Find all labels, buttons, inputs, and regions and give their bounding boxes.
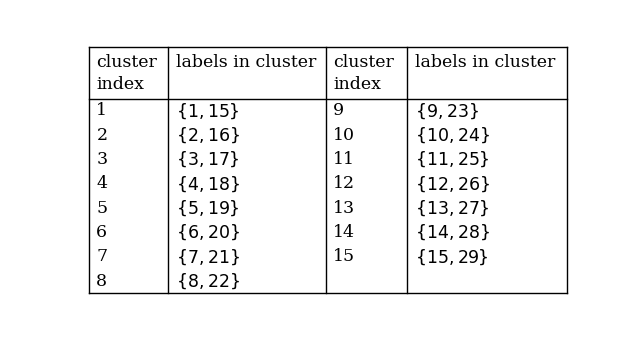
Text: 1: 1 xyxy=(97,102,108,120)
Text: labels in cluster: labels in cluster xyxy=(415,54,555,71)
Text: 7: 7 xyxy=(97,248,108,266)
Text: $\{4, 18\}$: $\{4, 18\}$ xyxy=(176,174,239,194)
Text: index: index xyxy=(333,76,381,93)
Text: 13: 13 xyxy=(333,200,355,217)
Text: $\{6, 20\}$: $\{6, 20\}$ xyxy=(176,223,239,242)
Text: $\{14, 28\}$: $\{14, 28\}$ xyxy=(415,223,490,242)
Text: $\{8, 22\}$: $\{8, 22\}$ xyxy=(176,272,239,291)
Text: labels in cluster: labels in cluster xyxy=(176,54,316,71)
Text: $\{5, 19\}$: $\{5, 19\}$ xyxy=(176,198,239,218)
Text: $\{3, 17\}$: $\{3, 17\}$ xyxy=(176,150,239,170)
Text: 8: 8 xyxy=(97,273,108,290)
Text: 11: 11 xyxy=(333,151,355,168)
Text: 5: 5 xyxy=(97,200,108,217)
Text: $\{12, 26\}$: $\{12, 26\}$ xyxy=(415,174,490,194)
Text: $\{13, 27\}$: $\{13, 27\}$ xyxy=(415,198,489,218)
Text: 10: 10 xyxy=(333,127,355,144)
Text: 14: 14 xyxy=(333,224,355,241)
Text: $\{10, 24\}$: $\{10, 24\}$ xyxy=(415,126,490,145)
Text: 3: 3 xyxy=(97,151,108,168)
Text: 2: 2 xyxy=(97,127,108,144)
Text: $\{15, 29\}$: $\{15, 29\}$ xyxy=(415,247,488,267)
Text: $\{9, 23\}$: $\{9, 23\}$ xyxy=(415,101,479,121)
Text: $\{7, 21\}$: $\{7, 21\}$ xyxy=(176,247,239,267)
Text: 9: 9 xyxy=(333,102,344,120)
Text: 6: 6 xyxy=(97,224,108,241)
Text: $\{1, 15\}$: $\{1, 15\}$ xyxy=(176,101,239,121)
Text: 12: 12 xyxy=(333,176,355,192)
Text: 4: 4 xyxy=(97,176,108,192)
Text: 15: 15 xyxy=(333,248,355,266)
Text: $\{2, 16\}$: $\{2, 16\}$ xyxy=(176,126,239,145)
Text: cluster: cluster xyxy=(333,54,394,71)
Text: index: index xyxy=(97,76,144,93)
Text: $\{11, 25\}$: $\{11, 25\}$ xyxy=(415,150,490,170)
Text: cluster: cluster xyxy=(97,54,157,71)
